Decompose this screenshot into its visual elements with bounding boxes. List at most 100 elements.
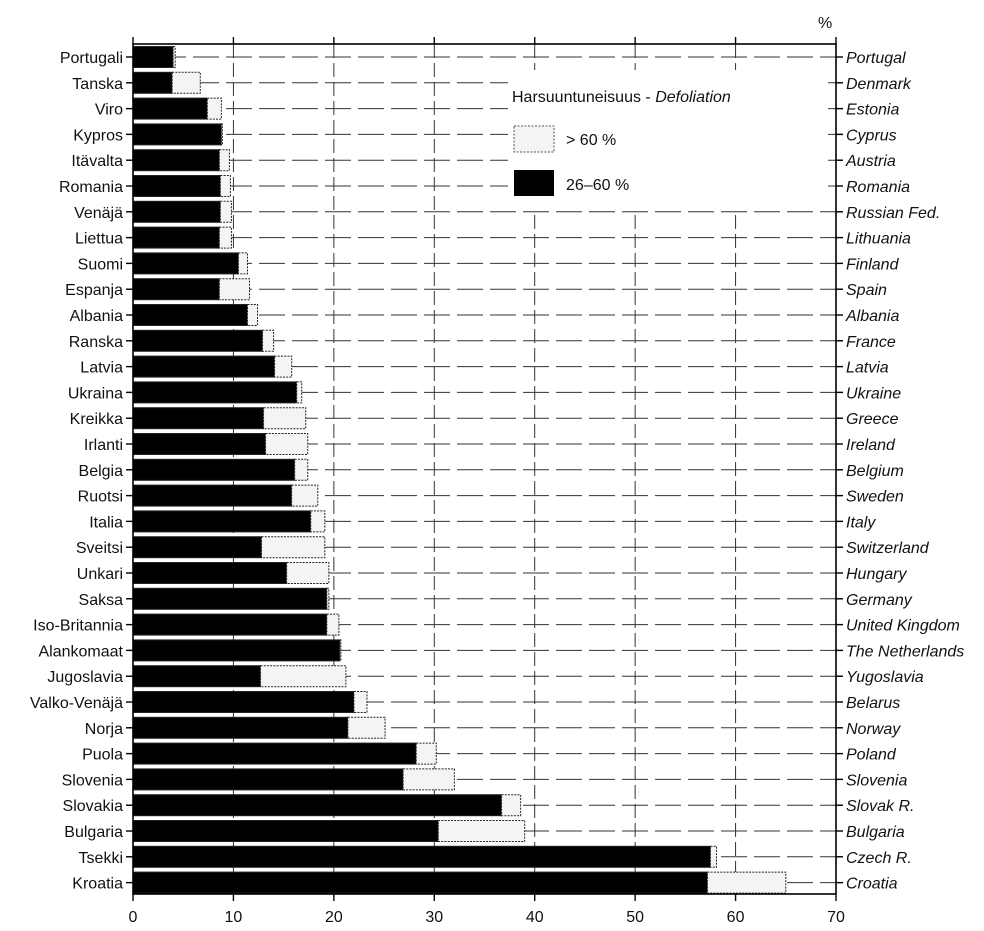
legend-title-en: Defoliation [655,89,731,106]
plot-frame [132,43,837,895]
legend-label-over-60: > 60 % [566,132,616,149]
category-label-en: Spain [846,282,887,299]
bar-26-60 [132,742,417,765]
bar-26-60 [132,200,221,223]
category-label-en: Hungary [846,566,907,583]
bar-over-60 [415,742,437,765]
bar-over-60 [310,510,326,533]
category-label-en: Estonia [846,102,899,119]
bar-over-60 [220,123,223,146]
bar-over-60 [219,200,232,223]
category-label-fi: Tanska [72,76,123,93]
category-label-en: Denmark [846,76,912,93]
bar-over-60 [218,278,250,301]
legend-title-fi: Harsuuntuneisuus - [512,89,655,106]
category-label-fi: Bulgaria [64,824,123,841]
category-label-en: Poland [846,747,897,764]
category-label-en: Ireland [846,437,896,454]
category-label-fi: Kreikka [70,411,123,428]
bar-over-60 [294,458,309,481]
category-label-fi: Unkari [77,566,123,583]
bar-over-60 [171,71,201,94]
legend-title: Harsuuntuneisuus - Defoliation [512,89,731,106]
category-label-en: Greece [846,411,899,428]
bar-over-60 [218,149,230,172]
category-label-fi: Romania [59,179,123,196]
category-label-fi: Jugoslavia [47,669,123,686]
category-label-en: Germany [846,592,913,609]
category-label-en: Cyprus [846,127,897,144]
category-label-en: The Netherlands [846,643,964,660]
category-label-en: Croatia [846,876,898,893]
bar-over-60 [260,665,347,688]
category-label-fi: Alankomaat [39,643,124,660]
category-label-fi: Espanja [65,282,123,299]
bar-26-60 [132,46,174,68]
bar-26-60 [132,716,349,739]
legend-label-26-60: 26–60 % [566,177,629,194]
bar-over-60 [326,613,340,636]
bar-over-60 [286,562,330,584]
category-label-fi: Kroatia [72,876,123,893]
category-label-fi: Liettua [75,231,123,248]
bar-over-60 [219,175,231,197]
category-label-fi: Tsekki [79,850,123,867]
bar-26-60 [132,175,221,197]
tick-label-x: 10 [225,909,243,926]
bar-26-60 [132,226,220,249]
category-label-en: Sweden [846,489,904,506]
bar-26-60 [132,278,220,301]
bar-26-60 [132,123,222,146]
category-label-fi: Viro [95,102,123,119]
category-label-en: Austria [845,153,896,170]
category-label-fi: Sveitsi [76,540,123,557]
bar-over-60 [326,587,330,610]
bar-26-60 [132,845,711,868]
bar-26-60 [132,484,293,507]
bar-over-60 [291,484,319,507]
bar-26-60 [132,871,708,894]
bar-26-60 [132,458,296,481]
bar-26-60 [132,433,267,455]
bar-over-60 [501,794,522,817]
category-label-fi: Portugali [60,50,123,67]
category-label-en: Russian Fed. [846,205,940,222]
bar-26-60 [132,794,503,817]
tick-label-x: 60 [727,909,745,926]
bar-over-60 [339,639,342,662]
category-label-fi: Norja [85,721,123,738]
tick-label-x: 30 [425,909,443,926]
category-label-fi: Suomi [78,256,123,273]
bars [132,46,787,894]
bar-over-60 [172,46,176,68]
tick-label-x: 70 [827,909,845,926]
bar-26-60 [132,329,264,352]
bar-over-60 [262,329,275,352]
bar-over-60 [274,355,293,378]
bar-26-60 [132,691,355,713]
category-label-fi: Latvia [80,360,123,377]
category-label-en: Yugoslavia [846,669,924,686]
category-label-en: Lithuania [846,231,911,248]
bar-26-60 [132,355,276,378]
bar-over-60 [265,433,309,455]
bar-26-60 [132,820,439,842]
bar-26-60 [132,252,239,275]
category-label-en: Portugal [846,50,906,67]
category-label-en: France [846,334,896,351]
tick-label-x: 40 [526,909,544,926]
category-label-en: United Kingdom [846,618,960,635]
category-label-fi: Slovakia [63,798,124,815]
legend-swatch-26-60 [514,170,554,196]
category-label-fi: Ranska [69,334,123,351]
category-label-fi: Puola [82,747,123,764]
bar-26-60 [132,562,288,584]
category-label-fi: Iso-Britannia [33,618,123,635]
bar-over-60 [353,691,368,713]
bar-26-60 [132,768,404,791]
bar-26-60 [132,149,220,172]
category-label-fi: Saksa [79,592,124,609]
bar-26-60 [132,71,173,94]
category-label-en: Slovenia [846,772,907,789]
